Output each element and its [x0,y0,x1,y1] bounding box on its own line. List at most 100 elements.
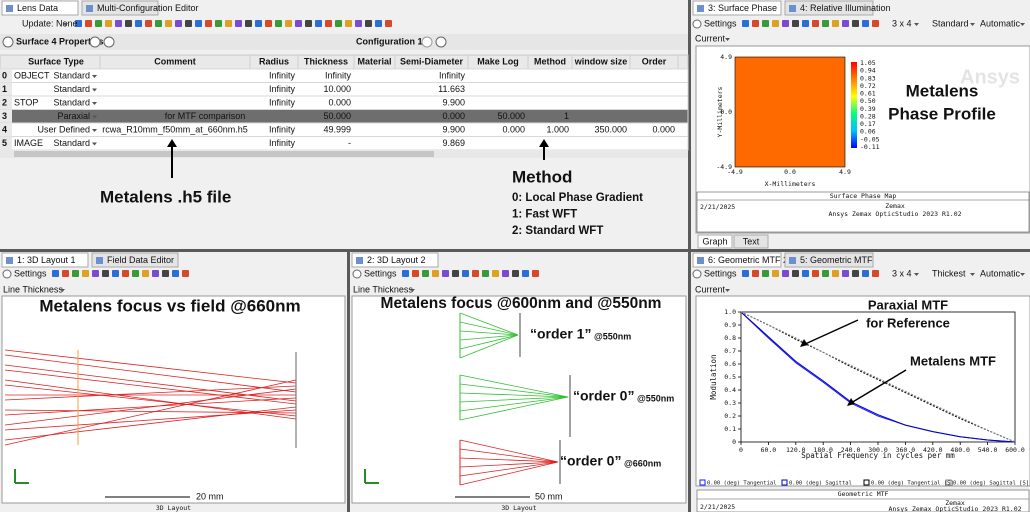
table-row[interactable] [0,136,689,151]
dropdown-arrow[interactable] [92,102,97,105]
toolbar-icon[interactable] [792,270,799,277]
toolbar-icon[interactable] [452,270,459,277]
toolbar-icon[interactable] [345,20,352,27]
tab[interactable] [784,0,874,16]
toolbar-icon[interactable] [115,20,122,27]
dropdown-arrow[interactable] [914,23,919,26]
toolbar-icon[interactable] [472,270,479,277]
display-mode[interactable]: Thickest [932,268,966,278]
toolbar-icon[interactable] [335,20,342,27]
next-config[interactable] [435,36,447,48]
prev-config[interactable] [421,36,433,48]
tab[interactable] [351,252,439,268]
menu-toggle[interactable] [692,269,702,279]
toolbar-icon[interactable] [122,270,129,277]
settings-button[interactable]: Settings [14,268,47,278]
toolbar-icon[interactable] [175,20,182,27]
toolbar-icon[interactable] [85,20,92,27]
toolbar-icon[interactable] [62,270,69,277]
toolbar-icon[interactable] [52,270,59,277]
toolbar-icon[interactable] [872,270,879,277]
toolbar-icon[interactable] [365,20,372,27]
toolbar-icon[interactable] [872,20,879,27]
layout-grid[interactable]: 3 x 4 [892,268,912,278]
settings-button[interactable]: Settings [704,18,737,28]
toolbar-icon[interactable] [422,270,429,277]
toolbar-icon[interactable] [462,270,469,277]
toolbar-icon[interactable] [135,20,142,27]
toolbar-icon[interactable] [145,20,152,27]
dropdown-arrow[interactable] [914,273,919,276]
tab[interactable] [91,252,179,268]
current-button[interactable]: Current [695,33,726,43]
toolbar-icon[interactable] [92,270,99,277]
toolbar-icon[interactable] [842,20,849,27]
toolbar-icon[interactable] [852,270,859,277]
toolbar-icon[interactable] [132,270,139,277]
tab[interactable] [692,0,782,16]
toolbar-icon[interactable] [762,270,769,277]
layout-grid[interactable]: 3 x 4 [892,18,912,28]
toolbar-icon[interactable] [112,270,119,277]
menu-toggle[interactable] [2,269,12,279]
toolbar-icon[interactable] [95,20,102,27]
dropdown-arrow[interactable] [1020,273,1025,276]
dropdown-arrow[interactable] [410,289,415,292]
toolbar-icon[interactable] [125,20,132,27]
prev-button[interactable] [89,36,101,48]
dropdown-arrow[interactable] [92,129,97,132]
toolbar-icon[interactable] [812,20,819,27]
toolbar-icon[interactable] [502,270,509,277]
toolbar-icon[interactable] [782,270,789,277]
toolbar-icon[interactable] [842,270,849,277]
tab[interactable] [692,252,782,268]
toolbar-icon[interactable] [862,20,869,27]
toolbar-icon[interactable] [492,270,499,277]
toolbar-icon[interactable] [245,20,252,27]
tab[interactable] [784,252,874,268]
toolbar-icon[interactable] [82,270,89,277]
toolbar-icon[interactable] [772,270,779,277]
dropdown-arrow[interactable] [63,23,68,26]
scale-mode[interactable]: Automatic [980,268,1021,278]
toolbar-icon[interactable] [442,270,449,277]
menu-toggle[interactable] [692,19,702,29]
toolbar-icon[interactable] [532,270,539,277]
dropdown-arrow[interactable] [92,115,97,119]
toolbar-icon[interactable] [275,20,282,27]
toolbar-icon[interactable] [155,20,162,27]
menu-toggle[interactable] [352,269,362,279]
toolbar-icon[interactable] [182,270,189,277]
toolbar-icon[interactable] [522,270,529,277]
toolbar-icon[interactable] [432,270,439,277]
dropdown-arrow[interactable] [725,38,730,41]
toolbar-icon[interactable] [215,20,222,27]
current-button[interactable]: Current [695,284,726,294]
scroll-thumb[interactable] [14,151,434,157]
toolbar-icon[interactable] [792,20,799,27]
toolbar-icon[interactable] [402,270,409,277]
toolbar-icon[interactable] [315,20,322,27]
display-mode[interactable]: Standard [932,18,969,28]
settings-button[interactable]: Settings [364,268,397,278]
toolbar-icon[interactable] [742,270,749,277]
toolbar-icon[interactable] [385,20,392,27]
scale-mode[interactable]: Automatic [980,18,1021,28]
bottom-tab[interactable] [697,234,733,249]
toolbar-icon[interactable] [225,20,232,27]
toolbar-icon[interactable] [375,20,382,27]
settings-button[interactable]: Settings [704,268,737,278]
line-thickness-button[interactable]: Line Thickness [3,284,63,294]
toolbar-icon[interactable] [142,270,149,277]
dropdown-arrow[interactable] [92,88,97,92]
toolbar-icon[interactable] [822,20,829,27]
toolbar-icon[interactable] [255,20,262,27]
toolbar-icon[interactable] [742,20,749,27]
tab[interactable] [1,0,79,16]
toolbar-icon[interactable] [355,20,362,27]
toolbar-icon[interactable] [205,20,212,27]
toolbar-icon[interactable] [812,270,819,277]
toolbar-icon[interactable] [802,270,809,277]
toolbar-icon[interactable] [75,20,82,27]
toolbar-icon[interactable] [105,20,112,27]
